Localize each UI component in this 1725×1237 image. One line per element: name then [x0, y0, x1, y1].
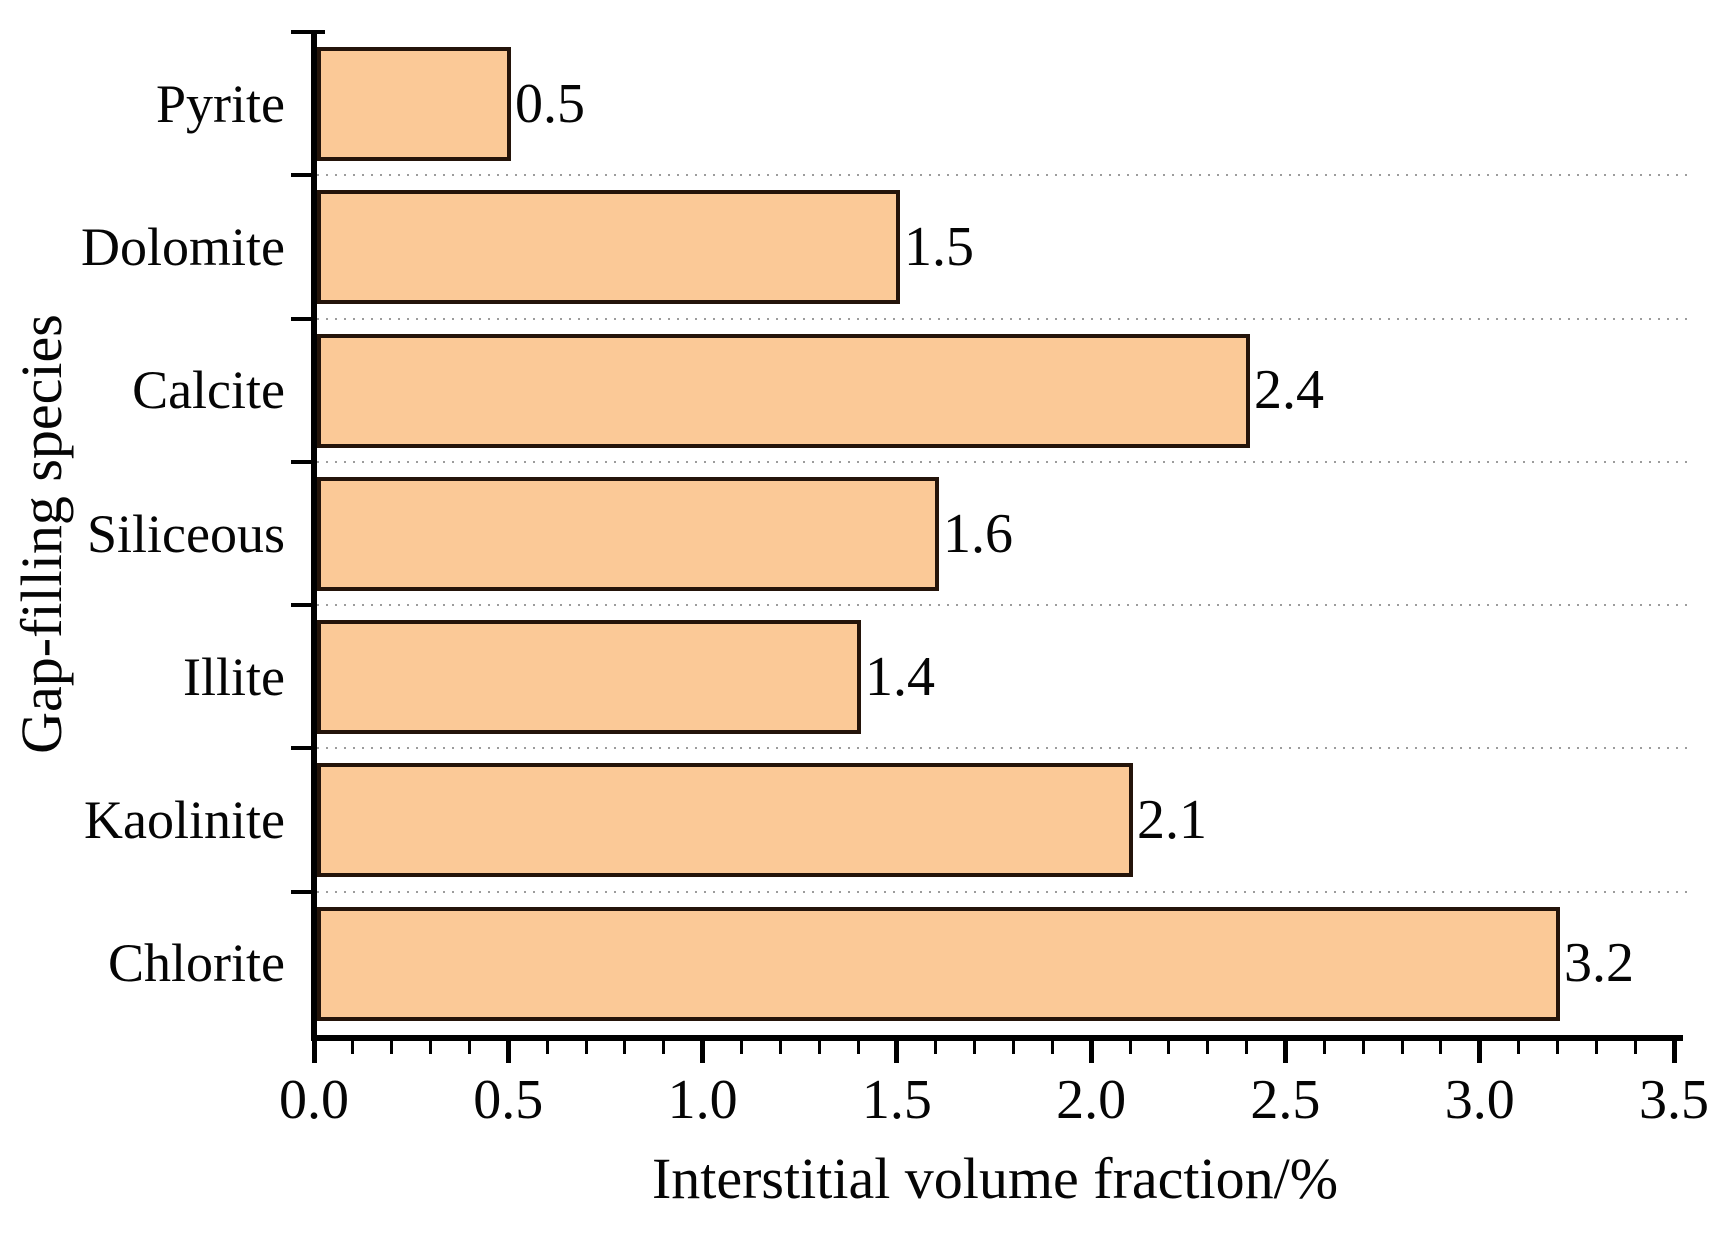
y-axis-tick — [291, 746, 315, 751]
y-axis-line — [311, 30, 317, 1041]
x-axis-minor-tick — [662, 1041, 666, 1054]
y-axis-tick — [291, 30, 325, 34]
x-axis-minor-tick — [1011, 1041, 1015, 1054]
x-axis-minor-tick — [1555, 1041, 1559, 1054]
y-axis-tick — [291, 603, 315, 608]
gridline — [317, 747, 1690, 750]
bar-value-label: 2.1 — [1137, 789, 1207, 852]
x-axis-minor-tick — [1400, 1041, 1404, 1054]
x-axis-title: Interstitial volume fraction/% — [651, 1146, 1339, 1211]
x-axis-minor-tick — [817, 1041, 821, 1054]
bar-value-label: 2.4 — [1254, 359, 1324, 422]
x-axis-major-tick — [1282, 1041, 1288, 1063]
bar-dolomite — [317, 190, 900, 304]
x-axis-minor-tick — [1517, 1041, 1521, 1054]
bar-value-label: 1.5 — [904, 215, 974, 278]
category-label-illite: Illite — [183, 646, 285, 707]
bar-value-label: 3.2 — [1564, 932, 1634, 995]
x-tick-label: 1.5 — [861, 1069, 932, 1131]
x-axis-major-tick — [700, 1041, 706, 1063]
x-axis-minor-tick — [545, 1041, 549, 1054]
x-axis-minor-tick — [856, 1041, 860, 1054]
x-axis-major-tick — [311, 1041, 317, 1063]
x-axis-minor-tick — [623, 1041, 627, 1054]
y-axis-tick — [291, 459, 315, 464]
x-tick-label: 1.0 — [667, 1069, 738, 1131]
x-axis-minor-tick — [934, 1041, 938, 1054]
y-axis-tick — [291, 316, 315, 321]
x-axis-line — [311, 1035, 1683, 1041]
x-axis-minor-tick — [1361, 1041, 1365, 1054]
category-label-calcite: Calcite — [132, 360, 285, 421]
x-axis-major-tick — [1088, 1041, 1094, 1063]
x-axis-major-tick — [1671, 1041, 1677, 1063]
x-axis-minor-tick — [390, 1041, 394, 1054]
x-axis-major-tick — [1477, 1041, 1483, 1063]
x-axis-minor-tick — [778, 1041, 782, 1054]
x-axis-minor-tick — [739, 1041, 743, 1054]
bar-calcite — [317, 334, 1250, 448]
category-label-chlorite: Chlorite — [108, 933, 285, 994]
x-axis-minor-tick — [584, 1041, 588, 1054]
category-label-siliceous: Siliceous — [87, 503, 285, 564]
gridline — [317, 460, 1690, 463]
category-label-pyrite: Pyrite — [156, 73, 285, 134]
bar-value-label: 0.5 — [515, 72, 585, 135]
x-axis-minor-tick — [1633, 1041, 1637, 1054]
bar-chlorite — [317, 907, 1560, 1021]
bar-value-label: 1.4 — [865, 645, 935, 708]
category-label-kaolinite: Kaolinite — [84, 790, 285, 851]
x-axis-major-tick — [894, 1041, 900, 1063]
x-axis-minor-tick — [1206, 1041, 1210, 1054]
x-axis-minor-tick — [429, 1041, 433, 1054]
x-tick-label: 3.5 — [1639, 1069, 1709, 1131]
x-axis-minor-tick — [1128, 1041, 1132, 1054]
y-axis-tick — [291, 889, 315, 894]
x-axis-major-tick — [505, 1041, 511, 1063]
bar-illite — [317, 620, 861, 734]
x-axis-minor-tick — [1594, 1041, 1598, 1054]
x-axis-minor-tick — [1439, 1041, 1443, 1054]
bar-kaolinite — [317, 763, 1133, 877]
x-tick-label: 0.0 — [279, 1069, 349, 1131]
x-axis-minor-tick — [467, 1041, 471, 1054]
x-tick-label: 2.0 — [1056, 1069, 1127, 1131]
x-axis-minor-tick — [1322, 1041, 1326, 1054]
bar-pyrite — [317, 47, 511, 161]
gridline — [317, 317, 1690, 320]
gridline — [317, 174, 1690, 177]
x-axis-minor-tick — [1050, 1041, 1054, 1054]
bar-siliceous — [317, 477, 939, 591]
x-axis-minor-tick — [1245, 1041, 1249, 1054]
x-axis-minor-tick — [351, 1041, 355, 1054]
x-tick-label: 3.0 — [1444, 1069, 1515, 1131]
gridline — [317, 890, 1690, 893]
x-axis-minor-tick — [1167, 1041, 1171, 1054]
category-label-dolomite: Dolomite — [81, 216, 285, 277]
x-tick-label: 0.5 — [473, 1069, 544, 1131]
y-axis-tick — [291, 173, 315, 178]
gridline — [317, 604, 1690, 607]
bar-value-label: 1.6 — [943, 502, 1013, 565]
x-axis-minor-tick — [973, 1041, 977, 1054]
x-tick-label: 2.5 — [1250, 1069, 1321, 1131]
